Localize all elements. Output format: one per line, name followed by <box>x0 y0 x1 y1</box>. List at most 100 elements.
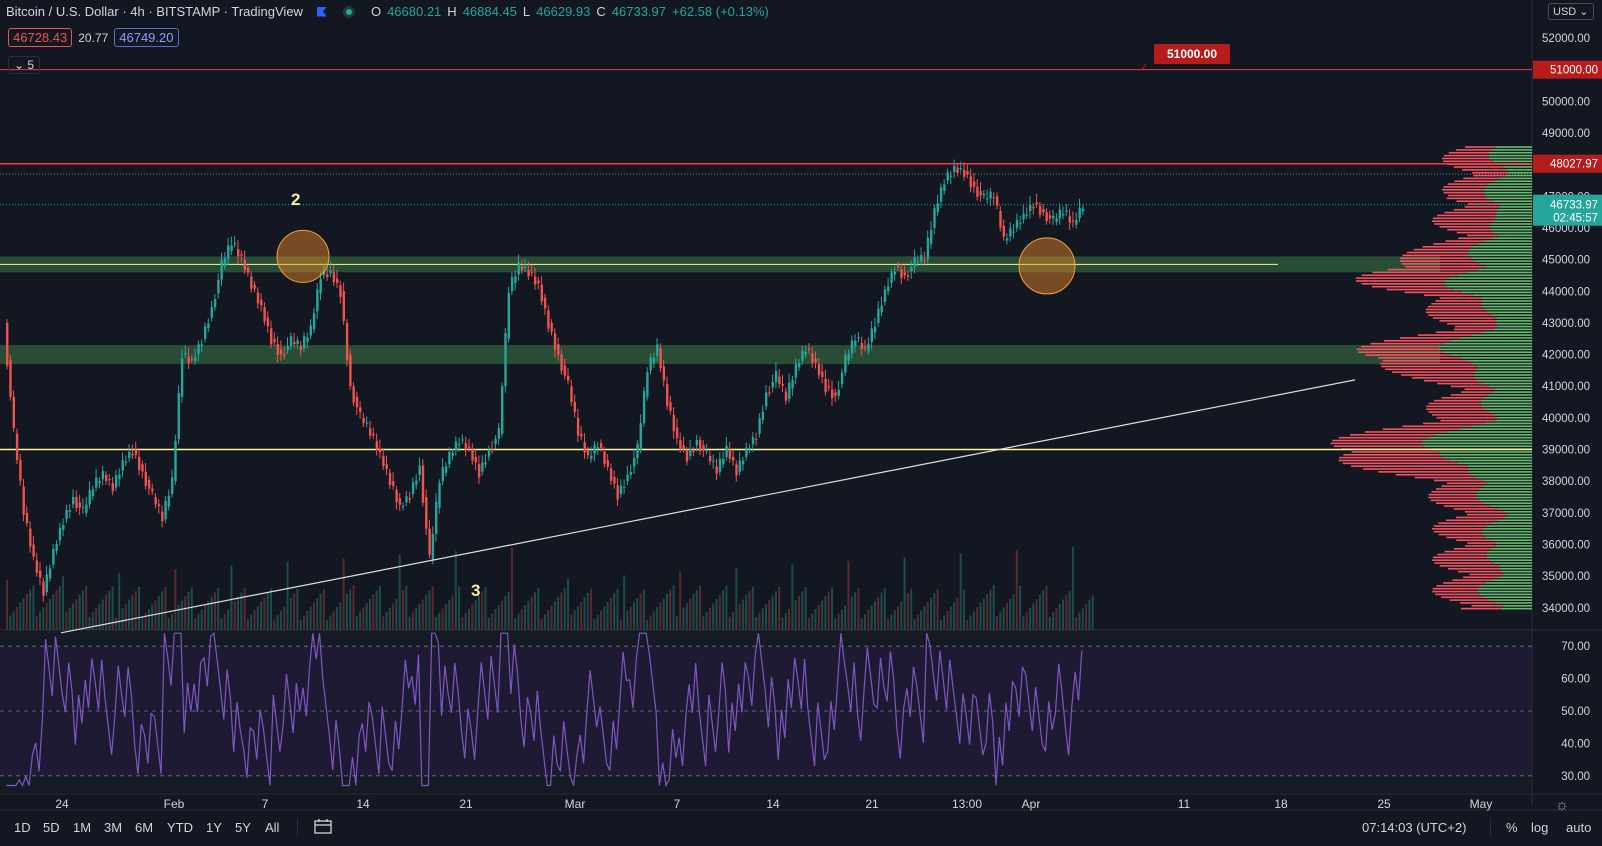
price-tick-label: 42000.00 <box>1542 350 1590 362</box>
candle-body <box>1038 205 1042 215</box>
volume-bar <box>939 619 942 630</box>
candle-body <box>613 476 616 484</box>
volume-bar <box>306 610 309 630</box>
candle-body <box>75 497 78 509</box>
currency-select[interactable]: USD ⌄ <box>1548 3 1594 20</box>
candle-body <box>567 375 570 381</box>
profile-bar-up <box>1483 191 1532 194</box>
gear-icon: ☼ <box>1555 797 1570 814</box>
volume-bar <box>652 611 655 630</box>
range-5d[interactable]: 5D <box>43 820 60 835</box>
price-tick-label: 52000.00 <box>1542 33 1590 45</box>
candle-body <box>144 471 147 486</box>
volume-bar <box>1058 603 1061 630</box>
profile-bar-up <box>1499 203 1532 205</box>
volume-bar <box>365 603 368 630</box>
volume-bar <box>114 617 117 630</box>
profile-bar-up <box>1446 431 1532 433</box>
volume-bar <box>801 591 804 630</box>
profile-bar-up <box>1485 536 1532 539</box>
volume-bar <box>821 600 824 630</box>
volume-bar <box>537 587 540 630</box>
volume-bar <box>996 616 998 630</box>
date-range-icon[interactable] <box>314 818 332 837</box>
profile-bar-down <box>1443 582 1486 584</box>
volume-bar <box>164 587 167 630</box>
clock-readout[interactable]: 07:14:03 (UTC+2) <box>1362 820 1467 835</box>
candle-body <box>375 441 378 451</box>
candle-body <box>837 389 840 396</box>
profile-bar-down <box>1425 308 1485 311</box>
candle-body <box>101 471 105 480</box>
profile-bar-up <box>1438 348 1532 351</box>
volume-bar <box>732 612 734 630</box>
volume-bar <box>22 598 25 630</box>
volume-bar <box>408 616 411 630</box>
volume-bar <box>755 617 758 630</box>
log-toggle[interactable]: log <box>1531 820 1549 835</box>
range-all[interactable]: All <box>265 820 280 835</box>
range-3m[interactable]: 3M <box>104 820 123 835</box>
time-tick-label: 21 <box>865 797 879 811</box>
candle-body <box>840 372 844 385</box>
volume-bar <box>435 617 437 630</box>
profile-bar-up <box>1496 602 1532 604</box>
ask-price[interactable]: 46749.20 <box>114 28 179 47</box>
volume-bar <box>1015 550 1018 630</box>
profile-bar-down <box>1378 357 1462 359</box>
profile-bar-down <box>1462 169 1507 171</box>
candle-body <box>157 504 161 507</box>
profile-bar-up <box>1498 576 1532 579</box>
candle-body <box>336 278 339 284</box>
candle-body <box>243 259 246 270</box>
range-6m[interactable]: 6M <box>135 820 154 835</box>
volume-bar <box>322 589 325 630</box>
close-label: C <box>596 4 606 19</box>
profile-bar-up <box>1497 234 1532 237</box>
flag-icon[interactable] <box>316 6 327 17</box>
candle-body <box>883 289 887 302</box>
range-1m[interactable]: 1M <box>73 820 92 835</box>
profile-bar-up <box>1444 280 1532 282</box>
candle-body <box>250 276 253 289</box>
profile-bar-down <box>1430 499 1480 502</box>
volume-bar <box>659 602 662 630</box>
volume-bar <box>332 611 335 630</box>
auto-toggle[interactable]: auto <box>1566 820 1592 835</box>
volume-bar <box>557 596 560 630</box>
candle-body <box>309 325 312 336</box>
profile-bar-down <box>1406 251 1468 254</box>
candle-body <box>174 440 177 482</box>
candle-body <box>418 465 421 475</box>
chevron-down-icon: ⌄ <box>14 58 28 72</box>
profile-bar-down <box>1456 539 1491 542</box>
market-status-icon[interactable] <box>342 5 355 18</box>
price-tag-target-label: 51000.00 <box>1550 65 1598 77</box>
volume-bar <box>682 607 685 630</box>
profile-bar-up <box>1478 268 1532 271</box>
candle-body <box>768 392 771 394</box>
indicators-toggle[interactable]: ⌄ 5 <box>8 56 41 74</box>
profile-bar-down <box>1453 328 1494 331</box>
range-1d[interactable]: 1D <box>14 820 31 835</box>
candle-body <box>497 428 501 439</box>
volume-bar <box>263 597 266 630</box>
candle-body <box>405 496 408 503</box>
volume-bar <box>134 591 137 630</box>
profile-bar-down <box>1444 550 1488 553</box>
profile-bar-down <box>1446 536 1486 539</box>
volume-bar <box>946 610 949 630</box>
toolbar-divider <box>297 818 298 836</box>
volume-bar <box>95 608 98 630</box>
bid-price[interactable]: 46728.43 <box>8 28 73 47</box>
percent-toggle[interactable]: % <box>1506 820 1518 835</box>
volume-bar <box>675 616 678 630</box>
candle-body <box>1032 206 1035 209</box>
range-ytd[interactable]: YTD <box>167 820 193 835</box>
symbol-title[interactable]: Bitcoin / U.S. Dollar · 4h · BITSTAMP · … <box>6 4 303 19</box>
candle-body <box>468 446 471 448</box>
range-1y[interactable]: 1Y <box>206 820 222 835</box>
candle-body <box>1068 216 1071 223</box>
range-5y[interactable]: 5Y <box>235 820 251 835</box>
